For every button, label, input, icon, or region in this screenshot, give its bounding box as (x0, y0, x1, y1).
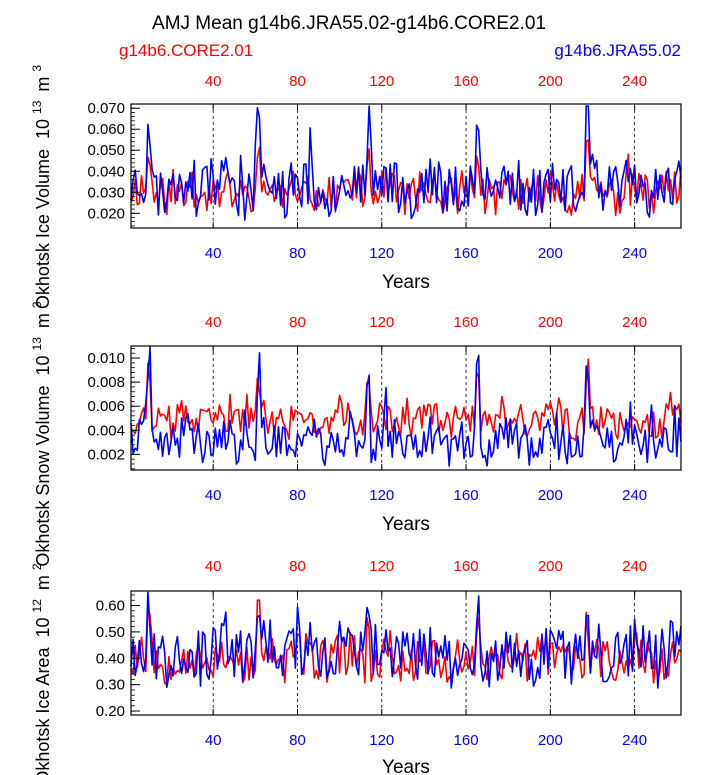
y-tick-label: 0.070 (87, 100, 125, 117)
x-axis-label: Years (382, 514, 430, 535)
legend-core-label: g14b6.CORE2.01 (119, 41, 253, 60)
y-axis-unit-exp: 12 (30, 599, 44, 613)
panel-ice-area: 40 80 120 160 200 240 0.200.300.400.500.60 40… (25, 558, 682, 775)
x-axis-label: Years (382, 272, 430, 293)
bottom-x-ticks: 40 80 120 160 200 240 (205, 709, 647, 749)
y-axis-unit-suffix-exp: 3 (30, 65, 44, 72)
y-tick-label: 0.40 (96, 650, 125, 667)
y-tick-label: 0.020 (87, 205, 125, 222)
top-x-tick-label: 160 (454, 314, 479, 331)
x-axis-label: Years (382, 757, 430, 775)
bottom-x-tick-label: 80 (289, 487, 306, 504)
top-x-tick-label: 40 (205, 73, 222, 90)
y-axis-unit-base: 10 (33, 617, 53, 637)
bottom-x-tick-label: 200 (538, 487, 563, 504)
top-x-tick-label: 160 (454, 558, 479, 575)
y-axis-unit-base: 10 (33, 119, 53, 139)
y-axis-unit-suffix-exp: 3 (30, 301, 44, 308)
bottom-x-tick-label: 40 (205, 487, 222, 504)
panel-ice-volume: 40 80 120 160 200 240 0.0200.0300.0400.0500.0… (25, 65, 682, 310)
y-axis-label: Okhotsk Ice Area 10 12 m 2 (25, 563, 53, 775)
y-axis-unit-exp: 13 (30, 337, 44, 351)
y-ticks: 0.20 0.30 0.40 0.50 0.60 (96, 594, 140, 720)
top-x-tick-label: 200 (538, 73, 563, 90)
legend-jra-label: g14b6.JRA55.02 (554, 41, 681, 60)
y-tick-label: 0.010 (87, 350, 125, 367)
top-x-ticks: 40 80 120 160 200 240 (205, 314, 647, 352)
top-x-tick-label: 240 (622, 558, 647, 575)
bottom-x-ticks: 40 80 120 160 200 240 (205, 222, 647, 262)
y-tick-label: 0.008 (87, 374, 125, 391)
y-axis-unit-suffix-exp: 2 (30, 563, 44, 570)
y-tick-label: 0.060 (87, 121, 125, 138)
top-x-tick-label: 40 (205, 314, 222, 331)
bottom-x-tick-label: 80 (289, 732, 306, 749)
top-x-ticks: 40 80 120 160 200 240 (205, 558, 647, 597)
top-x-tick-label: 240 (622, 73, 647, 90)
bottom-x-tick-label: 160 (454, 732, 479, 749)
top-x-tick-label: 240 (622, 314, 647, 331)
bottom-x-tick-label: 200 (538, 732, 563, 749)
y-axis-unit-exp: 13 (30, 100, 44, 114)
plot-frame (130, 103, 682, 229)
top-x-tick-label: 120 (369, 73, 394, 90)
series-lines (130, 591, 682, 689)
y-ticks: 0.020 0.030 0.040 0.050 0.060 0.070 (87, 100, 140, 227)
y-tick-label: 0.006 (87, 398, 125, 415)
y-axis-label-text: Okhotsk Ice Area (33, 647, 53, 775)
bottom-x-tick-label: 40 (205, 732, 222, 749)
top-x-tick-label: 200 (538, 558, 563, 575)
y-tick-label: 0.20 (96, 703, 125, 720)
vertical-gridlines (212, 346, 636, 470)
y-tick-label: 0.004 (87, 422, 125, 439)
bottom-x-tick-label: 160 (454, 487, 479, 504)
y-axis-label: Okhotsk Ice Volume 10 13 m 3 (25, 65, 53, 310)
bottom-x-ticks: 40 80 120 160 200 240 (205, 464, 647, 504)
y-tick-label: 0.002 (87, 446, 125, 463)
y-axis-unit-suffix: m (33, 77, 53, 92)
top-x-tick-label: 40 (205, 558, 222, 575)
top-x-tick-label: 120 (369, 314, 394, 331)
y-axis-label: Okhotsk Snow Volume 10 13 m 3 (25, 301, 53, 567)
bottom-x-tick-label: 200 (538, 245, 563, 262)
y-tick-label: 0.60 (96, 598, 125, 615)
bottom-x-tick-label: 120 (369, 245, 394, 262)
y-axis-label-text: Okhotsk Ice Volume (33, 149, 53, 309)
top-x-tick-label: 80 (289, 558, 306, 575)
top-x-ticks: 40 80 120 160 200 240 (205, 73, 647, 110)
series-jra-line (130, 591, 682, 689)
bottom-x-tick-label: 240 (622, 245, 647, 262)
series-jra-line (130, 105, 682, 221)
y-axis-unit-base: 10 (33, 355, 53, 375)
bottom-x-tick-label: 80 (289, 245, 306, 262)
series-lines (130, 346, 682, 467)
top-x-tick-label: 160 (454, 73, 479, 90)
y-axis-unit-suffix: m (33, 575, 53, 590)
y-tick-label: 0.030 (87, 184, 125, 201)
y-axis-label-text: Okhotsk Snow Volume (33, 386, 53, 567)
y-tick-label: 0.050 (87, 142, 125, 159)
y-axis-unit-suffix: m (33, 313, 53, 328)
y-tick-label: 0.30 (96, 677, 125, 694)
bottom-x-tick-label: 160 (454, 245, 479, 262)
top-x-tick-label: 80 (289, 73, 306, 90)
bottom-x-tick-label: 240 (622, 732, 647, 749)
bottom-x-tick-label: 120 (369, 732, 394, 749)
series-lines (130, 105, 682, 221)
top-x-tick-label: 200 (538, 314, 563, 331)
top-x-tick-label: 80 (289, 314, 306, 331)
bottom-x-tick-label: 120 (369, 487, 394, 504)
bottom-x-tick-label: 40 (205, 245, 222, 262)
series-jra-line (130, 346, 682, 467)
bottom-x-tick-label: 240 (622, 487, 647, 504)
panel-snow-volume: 40 80 120 160 200 240 0.0020.0040.0060.0080.0… (25, 301, 682, 567)
top-x-tick-label: 120 (369, 558, 394, 575)
y-tick-label: 0.50 (96, 624, 125, 641)
figure-title: AMJ Mean g14b6.JRA55.02-g14b6.CORE2.01 (152, 13, 546, 34)
plot-frame (130, 345, 682, 471)
y-tick-label: 0.040 (87, 163, 125, 180)
y-ticks: 0.002 0.004 0.006 0.008 0.010 (87, 348, 140, 470)
